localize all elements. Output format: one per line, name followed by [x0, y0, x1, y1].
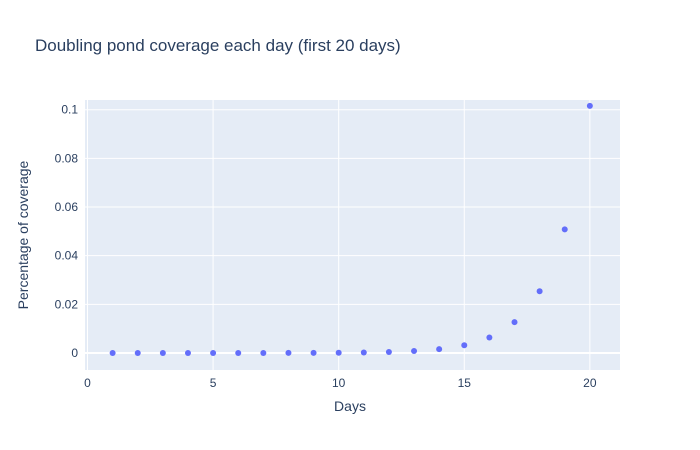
x-axis-title: Days: [334, 398, 366, 414]
data-point: [411, 348, 418, 355]
y-tick-label: 0.02: [55, 297, 79, 311]
data-point: [260, 349, 267, 356]
y-tick-label: 0.04: [55, 249, 79, 263]
x-tick-label: 20: [583, 376, 597, 390]
data-point: [461, 342, 468, 349]
data-point: [385, 349, 392, 356]
x-tick-label: 0: [84, 376, 91, 390]
y-tick-label: 0.06: [55, 200, 79, 214]
data-point: [486, 334, 493, 341]
x-tick-label: 5: [210, 376, 217, 390]
data-point: [511, 319, 518, 326]
data-point: [159, 349, 166, 356]
data-point: [436, 346, 443, 353]
data-point: [536, 288, 543, 295]
y-tick-label: 0.1: [61, 103, 78, 117]
x-tick-labels: 0 5 10 15 20: [84, 376, 597, 390]
data-point: [310, 349, 317, 356]
y-gridlines: [85, 109, 620, 354]
data-point: [134, 349, 141, 356]
data-point: [561, 226, 568, 233]
data-point: [360, 349, 367, 356]
data-point: [109, 349, 116, 356]
chart-title: Doubling pond coverage each day (first 2…: [35, 36, 401, 55]
data-point: [235, 349, 242, 356]
x-gridlines: [87, 100, 591, 370]
y-tick-label: 0.08: [55, 151, 79, 165]
data-point: [335, 349, 342, 356]
data-points: [109, 102, 593, 356]
y-tick-labels: 0 0.02 0.04 0.06 0.08 0.1: [55, 103, 79, 360]
data-point: [184, 349, 191, 356]
y-axis-title: Percentage of coverage: [15, 160, 31, 309]
data-point: [285, 349, 292, 356]
x-tick-label: 10: [332, 376, 346, 390]
x-tick-label: 15: [458, 376, 472, 390]
data-point: [586, 102, 593, 109]
y-tick-label: 0: [71, 346, 78, 360]
data-point: [210, 349, 217, 356]
plot-area: [85, 100, 620, 370]
